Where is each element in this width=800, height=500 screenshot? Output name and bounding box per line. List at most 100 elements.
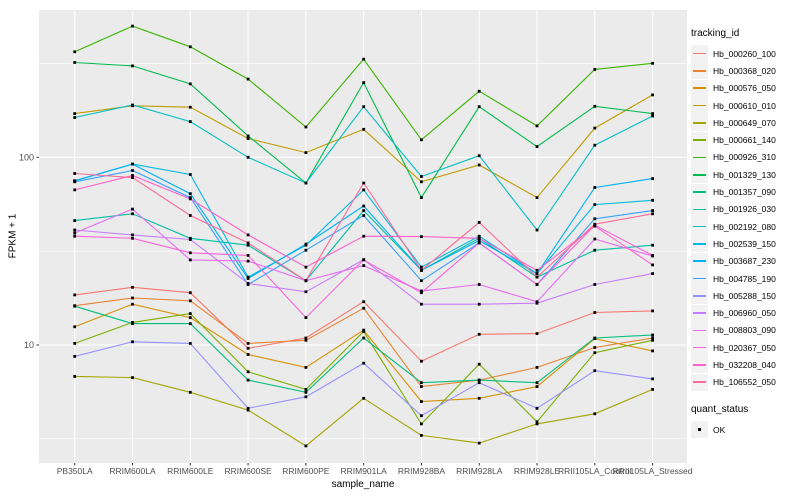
legend-key-swatch xyxy=(691,45,708,63)
x-tick-label: RRIM600SE xyxy=(224,466,272,476)
data-point xyxy=(535,196,539,199)
data-point xyxy=(188,105,192,109)
data-point xyxy=(535,272,539,275)
legend-key-swatch xyxy=(691,114,708,132)
data-point xyxy=(420,268,423,272)
data-point xyxy=(188,238,192,241)
data-point xyxy=(362,214,366,217)
data-point xyxy=(246,233,250,237)
data-point xyxy=(188,390,192,394)
data-point xyxy=(362,258,366,262)
data-point xyxy=(246,77,250,81)
data-point xyxy=(420,400,423,403)
data-point xyxy=(131,207,134,211)
data-point xyxy=(362,361,366,365)
legend-key-point xyxy=(697,427,702,432)
data-point xyxy=(188,251,192,255)
legend-item-Hb_000610_010: Hb_000610_010 xyxy=(691,97,799,115)
legend-key-line xyxy=(693,312,706,314)
legend-key-swatch xyxy=(691,79,708,97)
data-point xyxy=(593,203,597,206)
data-point xyxy=(362,105,366,109)
data-point xyxy=(420,414,423,418)
legend-item-label: Hb_006960_050 xyxy=(713,308,776,319)
data-point xyxy=(651,338,654,342)
data-point xyxy=(246,155,250,159)
data-point xyxy=(188,173,192,176)
data-point xyxy=(131,176,134,179)
legend-key-line xyxy=(693,87,706,90)
data-point xyxy=(593,412,597,416)
data-point xyxy=(188,322,192,325)
legend-key-line xyxy=(693,295,706,297)
data-point xyxy=(593,143,597,147)
data-point xyxy=(651,272,654,275)
data-point xyxy=(73,325,77,329)
data-point xyxy=(362,300,366,304)
x-tick-label: RRIM600LE xyxy=(167,466,214,476)
data-point xyxy=(593,104,597,108)
legend-item-Hb_000576_050: Hb_000576_050 xyxy=(691,79,799,97)
data-point xyxy=(651,349,654,353)
legend-item-Hb_003687_230: Hb_003687_230 xyxy=(691,252,799,270)
data-point xyxy=(304,444,308,448)
data-point xyxy=(593,217,597,221)
data-point xyxy=(651,212,654,216)
data-point xyxy=(188,197,192,201)
legend-item-label: Hb_001357_090 xyxy=(713,187,776,198)
data-point xyxy=(535,420,539,424)
data-point xyxy=(304,265,308,269)
data-point xyxy=(420,265,423,269)
data-point xyxy=(651,333,654,337)
legend-item-label: Hb_001926_030 xyxy=(713,204,776,215)
data-point xyxy=(477,221,481,224)
data-point xyxy=(304,366,308,369)
data-point xyxy=(131,322,134,325)
data-point xyxy=(304,279,308,283)
data-point xyxy=(73,228,77,232)
data-point xyxy=(304,248,308,252)
legend-item-Hb_000649_070: Hb_000649_070 xyxy=(691,114,799,132)
data-point xyxy=(535,422,539,426)
legend-item-Hb_006960_050: Hb_006960_050 xyxy=(691,304,799,322)
data-point xyxy=(73,116,77,119)
data-point xyxy=(593,346,597,349)
data-point xyxy=(188,299,192,303)
data-point xyxy=(304,151,308,154)
legend-item-label: Hb_001329_130 xyxy=(713,169,776,180)
legend-key-swatch xyxy=(691,183,708,201)
data-point xyxy=(304,316,308,319)
data-point xyxy=(131,24,134,28)
data-point xyxy=(362,336,366,340)
legend-title-tracking-id: tracking_id xyxy=(691,28,740,39)
legend-item-label: Hb_000260_100 xyxy=(713,48,776,59)
legend-key-swatch xyxy=(691,321,708,339)
data-point xyxy=(651,198,654,202)
data-point xyxy=(651,93,654,97)
data-point xyxy=(477,362,481,366)
data-point xyxy=(477,302,481,306)
data-point xyxy=(188,291,192,295)
data-point xyxy=(651,254,654,257)
data-point xyxy=(651,388,654,391)
data-point xyxy=(131,236,134,240)
data-point xyxy=(188,342,192,345)
data-point xyxy=(73,188,77,192)
data-point xyxy=(477,396,481,400)
data-point xyxy=(477,241,481,245)
data-point xyxy=(477,236,481,240)
data-point xyxy=(131,103,134,107)
legend-item-label: Hb_106552_050 xyxy=(713,377,776,388)
data-point xyxy=(131,174,134,177)
legend-item-label: Hb_002539_150 xyxy=(713,238,776,249)
data-point xyxy=(535,406,539,410)
legend-key-swatch xyxy=(691,421,708,439)
legend-item-label: Hb_000649_070 xyxy=(713,117,776,128)
data-point xyxy=(593,369,597,373)
data-point xyxy=(477,441,481,445)
data-point xyxy=(73,219,77,222)
data-point xyxy=(304,395,308,399)
legend-key-swatch xyxy=(691,62,708,80)
data-point xyxy=(651,309,654,313)
